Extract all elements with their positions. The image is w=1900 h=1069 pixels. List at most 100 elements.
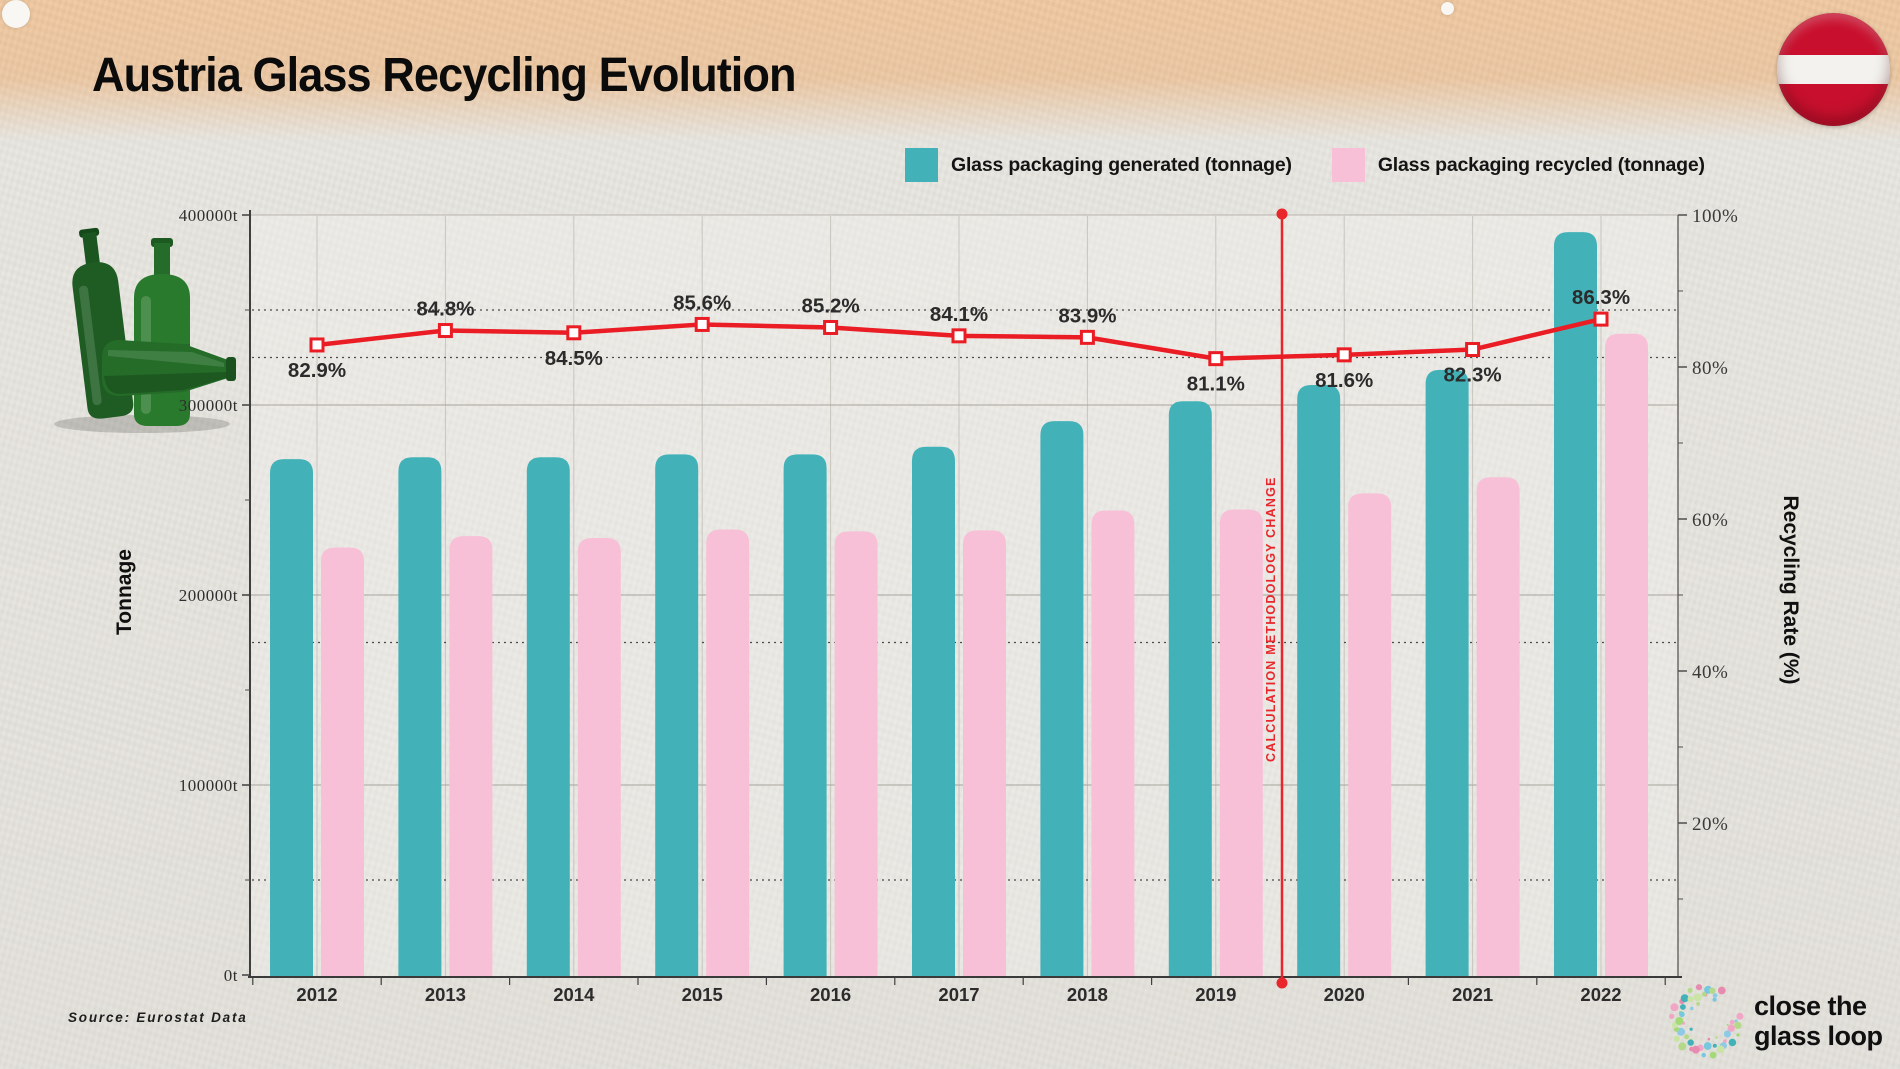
right-axis-tick-label: 40% [1692, 662, 1728, 683]
logo-dot [1734, 1019, 1738, 1023]
bar-generated-2020 [1297, 385, 1341, 976]
austria-flag-icon [1777, 13, 1890, 126]
logo-dot [1723, 1030, 1731, 1038]
right-axis-tick-label: 80% [1692, 358, 1728, 379]
rate-marker-2015 [694, 316, 710, 332]
logo-dot [1693, 993, 1702, 1002]
legend-label-generated: Glass packaging generated (tonnage) [951, 153, 1292, 176]
right-axis-tick-label: 100% [1692, 206, 1738, 227]
logo-dot [1671, 1022, 1678, 1029]
x-axis-year-label: 2019 [1195, 984, 1236, 1005]
dotted-circle-logo-icon [1669, 984, 1744, 1059]
bar-generated-2014 [526, 457, 570, 976]
rate-marker-2022 [1593, 311, 1609, 327]
legend-label-recycled: Glass packaging recycled (tonnage) [1377, 153, 1705, 176]
logo-dot [1712, 997, 1717, 1002]
left-axis-tick-label: 300000t [179, 396, 238, 415]
logo-dot [1729, 1019, 1735, 1025]
x-axis-year-label: 2013 [425, 984, 466, 1005]
logo-dot [1696, 1002, 1700, 1006]
rate-label-2012: 82.9% [288, 359, 346, 382]
rate-marker-2016 [823, 319, 839, 335]
logo-dot [1678, 1042, 1687, 1051]
logo-dot [1709, 987, 1716, 994]
bar-generated-2018 [1040, 421, 1084, 976]
rate-label-2017: 84.1% [930, 303, 988, 326]
logo-dot [1679, 1011, 1685, 1018]
legend-swatch-recycled [1331, 148, 1365, 182]
bar-generated-2017 [912, 446, 955, 976]
page-title: Austria Glass Recycling Evolution [92, 49, 797, 102]
bar-generated-2021 [1425, 369, 1469, 977]
logo-dot [1726, 1023, 1729, 1026]
bar-generated-2015 [655, 454, 699, 976]
logo-text-line2: glass loop [1754, 1021, 1883, 1051]
rate-label-2019: 81.1% [1187, 373, 1245, 396]
x-axis-year-label: 2016 [810, 984, 851, 1005]
bar-recycled-2020 [1348, 493, 1392, 976]
bar-generated-2012 [270, 459, 313, 976]
decorative-dot [2, 0, 30, 28]
methodology-change-label: CALCULATION METHODOLOGY CHANGE [1264, 476, 1278, 762]
rate-marker-2018 [1079, 329, 1095, 345]
logo-dot [1690, 1006, 1694, 1011]
legend-item-generated: Glass packaging generated (tonnage) [905, 148, 1292, 182]
rate-marker-2020 [1336, 347, 1352, 363]
x-axis-year-label: 2022 [1580, 984, 1621, 1005]
logo-text-line1: close the [1754, 990, 1867, 1021]
logo-dot [1736, 1012, 1744, 1020]
rate-marker-2012 [309, 337, 325, 353]
logo-dot [1687, 996, 1694, 1003]
x-axis-year-label: 2015 [682, 984, 723, 1005]
glass-bottles-icon [54, 227, 236, 433]
x-axis-year-label: 2012 [296, 984, 337, 1005]
logo-dot [1717, 986, 1726, 995]
rate-label-2016: 85.2% [802, 294, 860, 317]
logo-dot [1684, 1034, 1690, 1040]
bar-recycled-2012 [321, 547, 364, 976]
logo-dot [1703, 1042, 1712, 1050]
legend: Glass packaging generated (tonnage) Glas… [905, 148, 1705, 182]
left-axis-title: Tonnage [113, 549, 136, 635]
logo-dot [1677, 1027, 1685, 1036]
logo-dot [1716, 1045, 1725, 1054]
rate-label-2018: 83.9% [1058, 304, 1116, 327]
logo-dot [1669, 1013, 1675, 1019]
logo-dot [1675, 1017, 1684, 1025]
bar-recycled-2016 [834, 531, 878, 976]
bar-recycled-2018 [1091, 510, 1135, 976]
logo-text: close the glass loop [1754, 991, 1883, 1051]
methodology-line-bottom-dot [1276, 977, 1288, 989]
logo-dot [1701, 991, 1707, 997]
x-axis-year-label: 2021 [1452, 984, 1493, 1005]
methodology-line-top-dot [1276, 208, 1288, 220]
rate-label-2020: 81.6% [1315, 369, 1373, 392]
rate-marker-2014 [566, 325, 582, 341]
legend-swatch-generated [905, 148, 938, 182]
bar-recycled-2017 [963, 530, 1006, 976]
logo-dot [1727, 1024, 1735, 1032]
logo-dot [1673, 1035, 1680, 1042]
bar-generated-2019 [1168, 401, 1212, 976]
logo-dot [1687, 987, 1693, 993]
logo-dot [1691, 1045, 1700, 1054]
rate-label-2015: 85.6% [673, 291, 731, 314]
logo-dot [1680, 1004, 1686, 1010]
rate-label-2022: 86.3% [1572, 286, 1630, 309]
right-axis-tick-label: 20% [1692, 814, 1728, 835]
rate-label-2014: 84.5% [545, 347, 603, 370]
logo-dot [1715, 1036, 1718, 1039]
bar-recycled-2015 [706, 529, 750, 976]
source-note: Source: Eurostat Data [68, 1010, 248, 1025]
logo-dot [1723, 1039, 1727, 1044]
logo-dot [1736, 1033, 1740, 1037]
logo-dot [1670, 1003, 1679, 1012]
bar-generated-2013 [398, 457, 442, 976]
x-axis-year-label: 2014 [553, 984, 595, 1005]
rate-marker-2013 [437, 323, 453, 339]
logo-dot [1709, 1051, 1717, 1059]
rate-label-2013: 84.8% [416, 298, 474, 321]
logo-dot [1728, 1038, 1737, 1047]
